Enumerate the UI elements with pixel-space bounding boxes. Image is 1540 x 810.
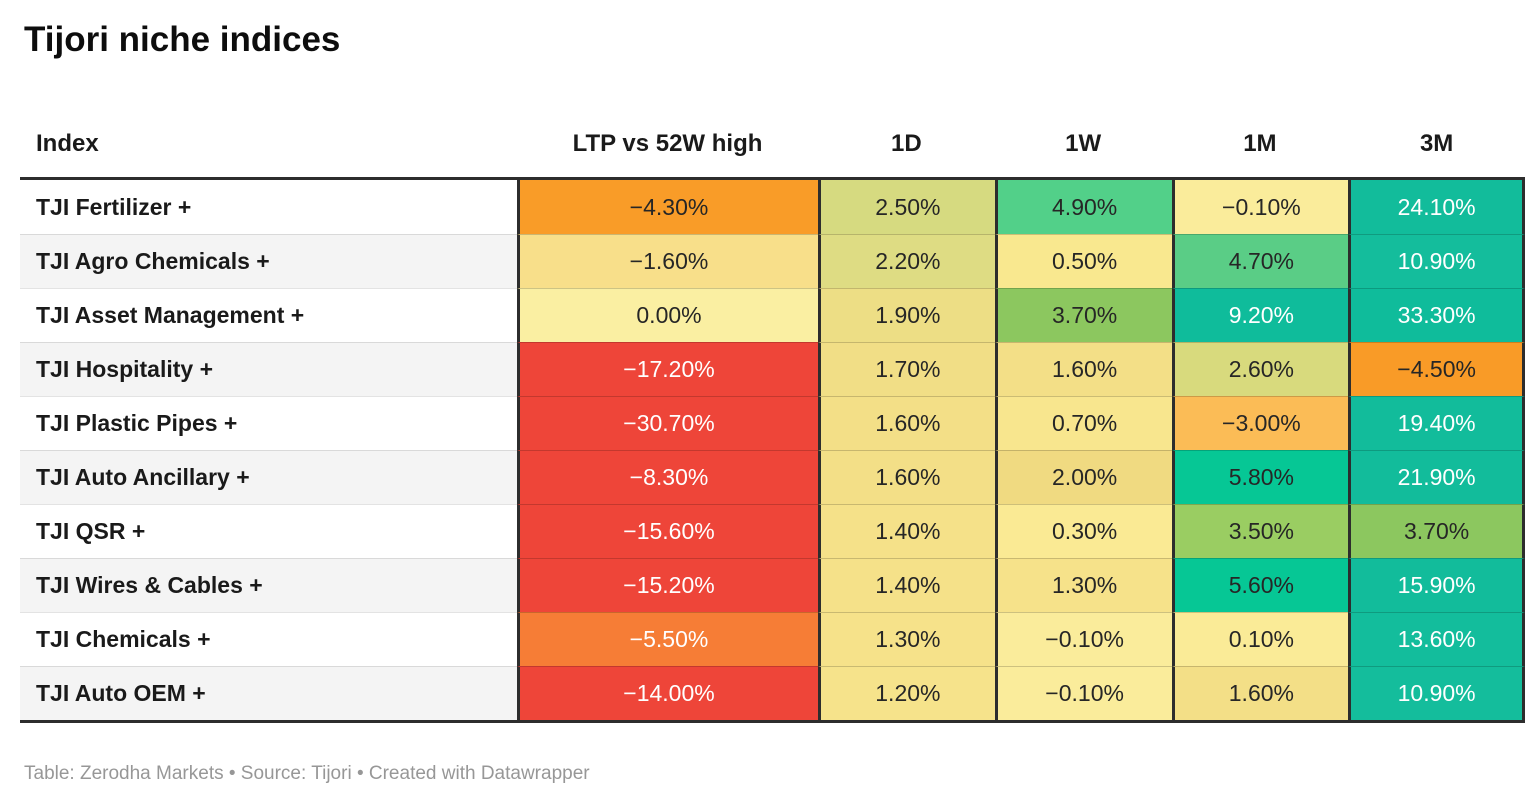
index-name-expander[interactable]: TJI QSR +: [20, 504, 517, 558]
heat-cell-ltp-vs-52w: −8.30%: [517, 450, 818, 504]
heat-cell-3m: 24.10%: [1348, 180, 1525, 234]
heat-cell-1w: 0.30%: [994, 504, 1172, 558]
index-name-expander[interactable]: TJI Hospitality +: [20, 342, 517, 396]
heat-cell-1w: 1.30%: [994, 558, 1172, 612]
heat-cell-ltp-vs-52w: 0.00%: [517, 288, 818, 342]
heat-cell-ltp-vs-52w: −4.30%: [517, 180, 818, 234]
heat-cell-1m: 1.60%: [1171, 666, 1349, 720]
index-name-expander[interactable]: TJI Asset Management +: [20, 288, 517, 342]
column-header-1w: 1W: [1065, 129, 1102, 157]
heat-cell-1d: 2.20%: [818, 234, 995, 288]
heat-cell-1w: 2.00%: [994, 450, 1172, 504]
heat-cell-1m: 5.60%: [1171, 558, 1349, 612]
index-name-expander[interactable]: TJI Fertilizer +: [20, 180, 517, 234]
heat-cell-1m: 3.50%: [1171, 504, 1349, 558]
heat-cell-1w: 4.90%: [994, 180, 1172, 234]
column-header-3m: 3M: [1419, 129, 1454, 157]
heat-cell-1w: 0.70%: [994, 396, 1172, 450]
table-row: TJI Chemicals + −5.50% 1.30% −0.10% 0.10…: [20, 612, 1525, 666]
heat-cell-1m: −3.00%: [1171, 396, 1349, 450]
heat-cell-ltp-vs-52w: −17.20%: [517, 342, 818, 396]
attribution-footer: Table: Zerodha Markets • Source: Tijori …: [24, 763, 590, 784]
heat-cell-1w: 0.50%: [994, 234, 1172, 288]
heat-cell-1w: 1.60%: [994, 342, 1172, 396]
table-row: TJI Agro Chemicals + −1.60% 2.20% 0.50% …: [20, 234, 1525, 288]
column-header-1d: 1D: [891, 129, 922, 157]
heat-cell-3m: 10.90%: [1348, 666, 1525, 720]
heat-cell-3m: 13.60%: [1348, 612, 1525, 666]
column-header-index: Index: [36, 129, 99, 157]
heat-cell-ltp-vs-52w: −15.60%: [517, 504, 818, 558]
heat-cell-1d: 1.60%: [818, 450, 995, 504]
table-row: TJI Plastic Pipes + −30.70% 1.60% 0.70% …: [20, 396, 1525, 450]
column-header-ltp-vs-52w: LTP vs 52W high: [572, 129, 763, 157]
heat-cell-3m: 10.90%: [1348, 234, 1525, 288]
heat-cell-3m: 15.90%: [1348, 558, 1525, 612]
heat-cell-1d: 1.30%: [818, 612, 995, 666]
heat-cell-1m: 0.10%: [1171, 612, 1349, 666]
heat-cell-1m: 4.70%: [1171, 234, 1349, 288]
heat-cell-ltp-vs-52w: −14.00%: [517, 666, 818, 720]
heat-cell-ltp-vs-52w: −1.60%: [517, 234, 818, 288]
indices-table: Index LTP vs 52W high 1D 1W 1M 3M TJI Fe…: [20, 110, 1525, 723]
heat-cell-3m: 3.70%: [1348, 504, 1525, 558]
heat-cell-ltp-vs-52w: −5.50%: [517, 612, 818, 666]
heat-cell-3m: −4.50%: [1348, 342, 1525, 396]
table-row: TJI Auto OEM + −14.00% 1.20% −0.10% 1.60…: [20, 666, 1525, 720]
column-header-1m: 1M: [1243, 129, 1277, 157]
heat-cell-1m: −0.10%: [1171, 180, 1349, 234]
heat-cell-3m: 21.90%: [1348, 450, 1525, 504]
table-row: TJI Fertilizer + −4.30% 2.50% 4.90% −0.1…: [20, 180, 1525, 234]
heat-cell-1d: 1.70%: [818, 342, 995, 396]
heat-cell-1w: 3.70%: [994, 288, 1172, 342]
table-body: TJI Fertilizer + −4.30% 2.50% 4.90% −0.1…: [20, 180, 1525, 723]
heat-cell-1d: 1.90%: [818, 288, 995, 342]
heat-cell-1m: 9.20%: [1171, 288, 1349, 342]
index-name-expander[interactable]: TJI Auto OEM +: [20, 666, 517, 720]
heat-cell-1d: 2.50%: [818, 180, 995, 234]
heat-cell-1d: 1.20%: [818, 666, 995, 720]
heat-cell-1w: −0.10%: [994, 612, 1172, 666]
table-row: TJI Wires & Cables + −15.20% 1.40% 1.30%…: [20, 558, 1525, 612]
index-name-expander[interactable]: TJI Chemicals +: [20, 612, 517, 666]
heat-cell-1d: 1.40%: [818, 504, 995, 558]
index-name-expander[interactable]: TJI Plastic Pipes +: [20, 396, 517, 450]
heat-cell-1d: 1.60%: [818, 396, 995, 450]
table-row: TJI Hospitality + −17.20% 1.70% 1.60% 2.…: [20, 342, 1525, 396]
heat-cell-1d: 1.40%: [818, 558, 995, 612]
heat-cell-1w: −0.10%: [994, 666, 1172, 720]
heat-cell-3m: 33.30%: [1348, 288, 1525, 342]
heat-cell-ltp-vs-52w: −15.20%: [517, 558, 818, 612]
table-header-row: Index LTP vs 52W high 1D 1W 1M 3M: [20, 110, 1525, 180]
index-name-expander[interactable]: TJI Auto Ancillary +: [20, 450, 517, 504]
table-row: TJI Auto Ancillary + −8.30% 1.60% 2.00% …: [20, 450, 1525, 504]
index-name-expander[interactable]: TJI Agro Chemicals +: [20, 234, 517, 288]
table-row: TJI QSR + −15.60% 1.40% 0.30% 3.50% 3.70…: [20, 504, 1525, 558]
page-title: Tijori niche indices: [24, 20, 341, 59]
index-name-expander[interactable]: TJI Wires & Cables +: [20, 558, 517, 612]
heat-cell-3m: 19.40%: [1348, 396, 1525, 450]
heat-cell-1m: 2.60%: [1171, 342, 1349, 396]
heat-cell-ltp-vs-52w: −30.70%: [517, 396, 818, 450]
heat-cell-1m: 5.80%: [1171, 450, 1349, 504]
table-row: TJI Asset Management + 0.00% 1.90% 3.70%…: [20, 288, 1525, 342]
